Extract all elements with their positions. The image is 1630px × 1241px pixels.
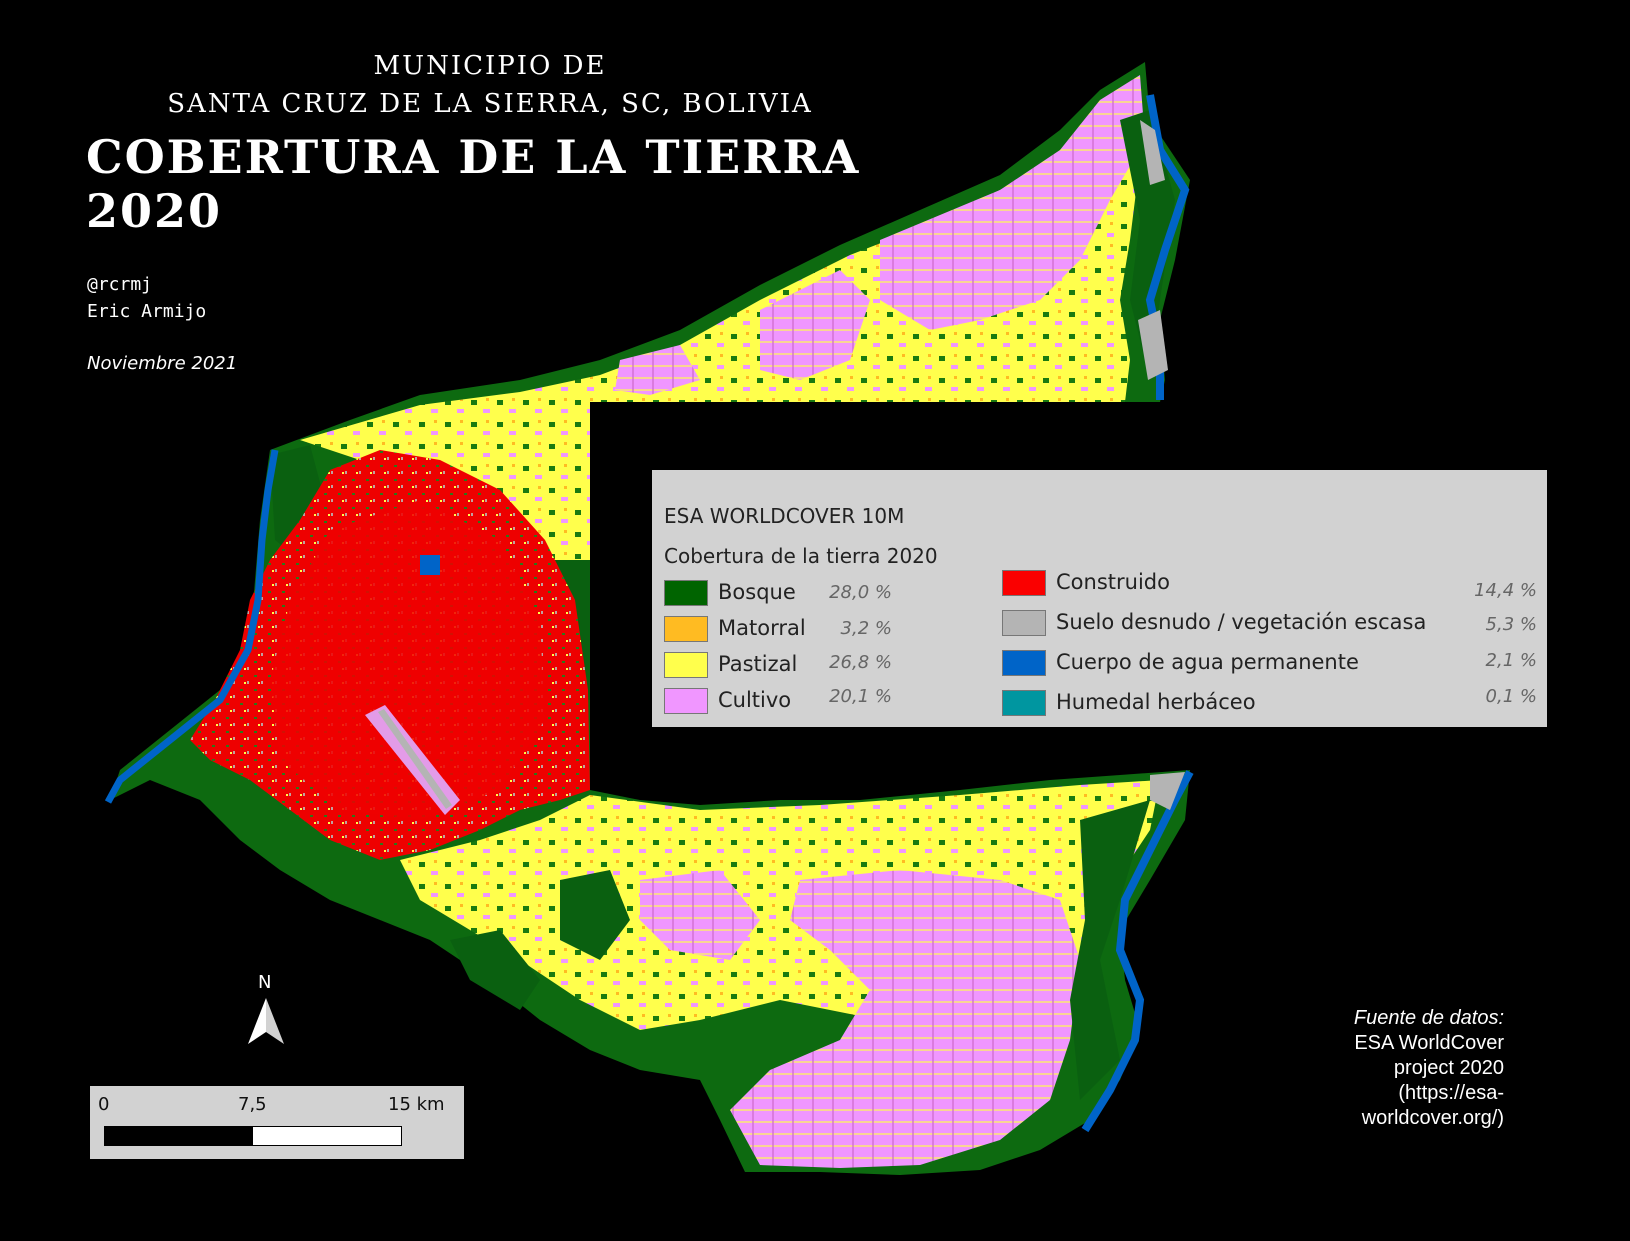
legend-swatch [1002, 650, 1046, 676]
scale-segment-black [104, 1126, 254, 1146]
author-name: Eric Armijo [87, 301, 207, 322]
legend-label: Humedal herbáceo [1056, 690, 1256, 714]
river-piray [104, 449, 279, 804]
title-block: MUNICIPIO DE SANTA CRUZ DE LA SIERRA, SC… [80, 48, 900, 238]
title-line-1: MUNICIPIO DE [373, 51, 607, 81]
scale-label-mid: 7,5 [238, 1094, 267, 1115]
north-arrow: N [244, 972, 288, 1044]
legend-swatch [1002, 570, 1046, 596]
source-line: ESA WorldCover [1354, 1032, 1504, 1054]
legend-percent: 28,0 % [829, 582, 892, 603]
legend-panel: ESA WORLDCOVER 10M Cobertura de la tierr… [652, 470, 1547, 727]
author-handle: @rcrmj [87, 274, 153, 295]
legend-percent: 14,4 % [1474, 580, 1537, 601]
source-line: project 2020 [1393, 1057, 1504, 1079]
data-source: Fuente de datos: ESA WorldCover project … [1260, 1006, 1504, 1131]
legend-swatch [664, 688, 708, 714]
legend-label: Cuerpo de agua permanente [1056, 650, 1359, 674]
legend-label: Cultivo [718, 688, 792, 712]
legend-percent: 2,1 % [1485, 650, 1537, 671]
legend-swatch [664, 652, 708, 678]
legend-label: Matorral [718, 616, 806, 640]
legend-label: Construido [1056, 570, 1170, 594]
legend-label: Bosque [718, 580, 796, 604]
author-block: @rcrmj Eric Armijo [87, 271, 206, 325]
date-label: Noviembre 2021 [87, 353, 238, 374]
source-heading: Fuente de datos: [1353, 1007, 1504, 1029]
legend-percent: 5,3 % [1485, 614, 1537, 635]
cropland-south [730, 870, 1080, 1168]
north-arrow-icon [248, 998, 284, 1044]
scale-label-0: 0 [98, 1094, 110, 1115]
scale-segment-white [252, 1126, 402, 1146]
legend-percent: 20,1 % [829, 686, 892, 707]
cropland-north [880, 75, 1145, 330]
legend-swatch [664, 580, 708, 606]
legend-percent: 0,1 % [1485, 686, 1537, 707]
legend-percent: 26,8 % [829, 652, 892, 673]
scale-label-end: 15 km [388, 1094, 445, 1115]
legend-swatch [1002, 610, 1046, 636]
legend-swatch [1002, 690, 1046, 716]
source-line: (https://esa- [1398, 1082, 1504, 1104]
scale-bar: 0 7,5 15 km [90, 1086, 464, 1159]
legend-swatch [664, 616, 708, 642]
legend-subtitle: Cobertura de la tierra 2020 [664, 544, 938, 568]
main-title: COBERTURA DE LA TIERRA 2020 [86, 130, 861, 238]
legend-percent: 3,2 % [840, 618, 892, 639]
title-line-2: SANTA CRUZ DE LA SIERRA, SC, BOLIVIA [167, 89, 813, 119]
legend-label: Suelo desnudo / vegetación escasa [1056, 610, 1427, 634]
legend-label: Pastizal [718, 652, 798, 676]
source-line: worldcover.org/) [1361, 1107, 1504, 1129]
north-label: N [258, 972, 272, 993]
legend-title: ESA WORLDCOVER 10M [664, 504, 905, 528]
